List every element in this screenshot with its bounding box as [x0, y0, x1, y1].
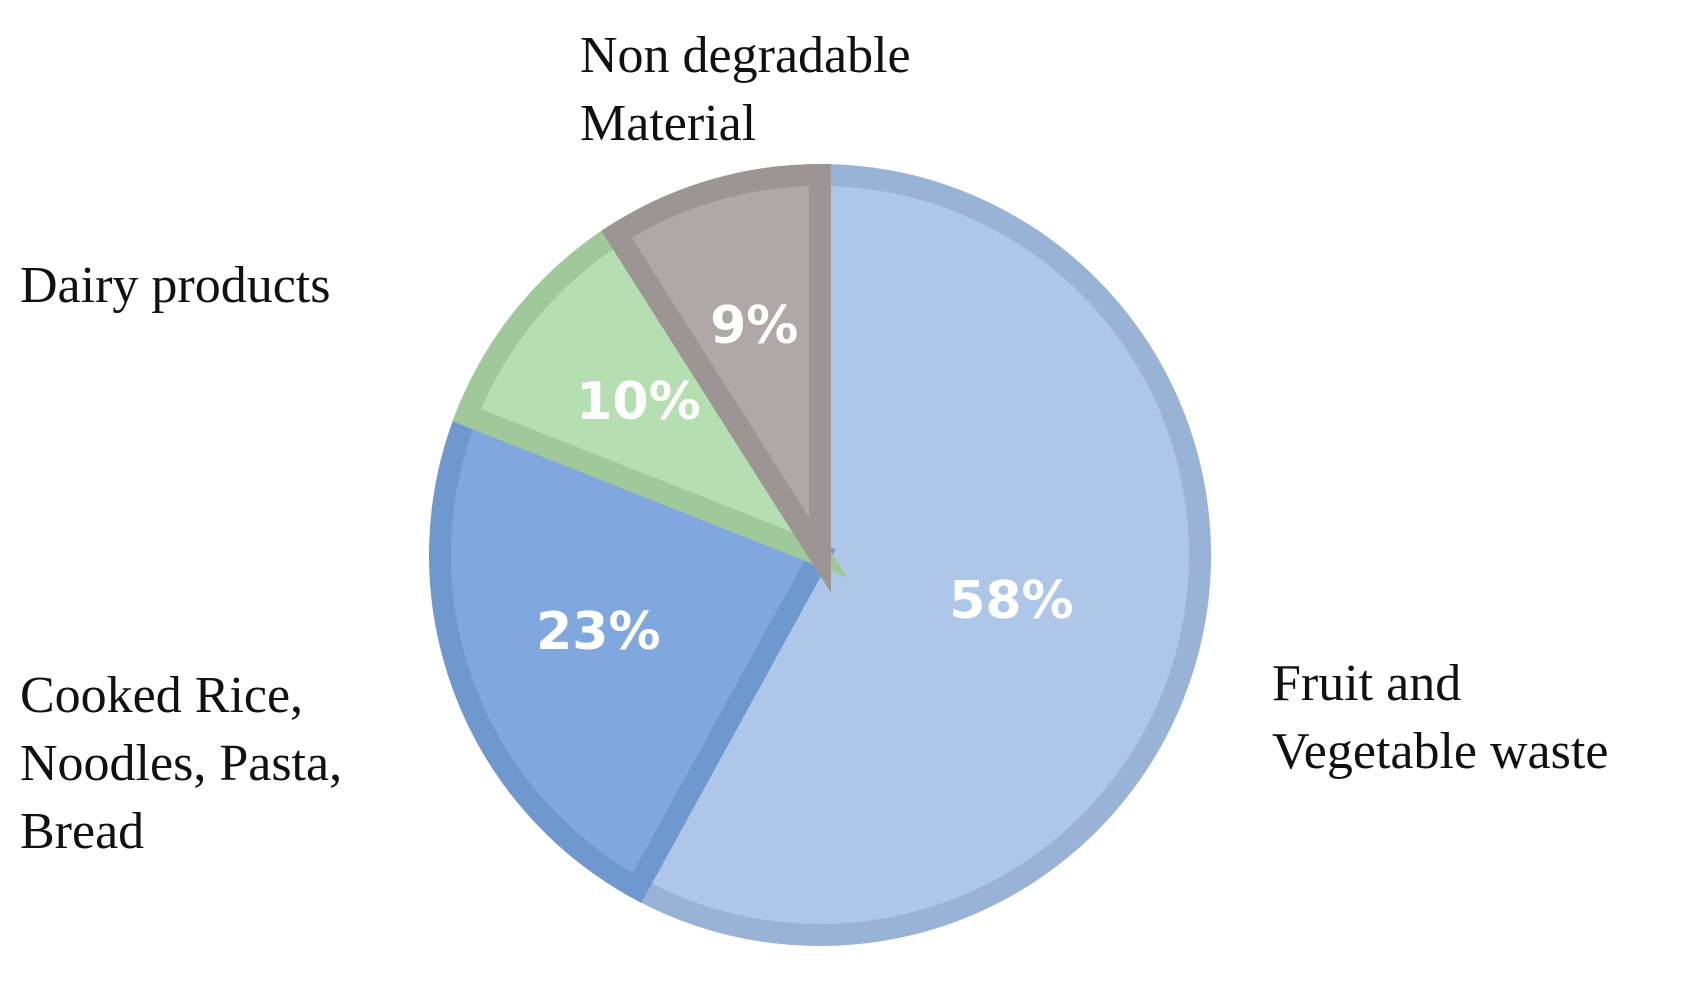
pct-label-cooked-rice-noodles-pasta-bread: 23%: [536, 602, 660, 662]
pie-slices: [429, 163, 1211, 946]
percentage-labels: 58% 23% 10%9%: [536, 296, 1074, 662]
category-label-fruit-and-vegetable-waste: Fruit and Vegetable waste: [1272, 655, 1608, 780]
pie-slice-dairy-products: [452, 218, 848, 578]
category-label-dairy-products: Dairy products: [20, 257, 330, 314]
pct-label-dairy-products: 10%: [576, 372, 700, 432]
category-label-line: Material: [580, 95, 756, 152]
pie-slice-non-degradable-material: [601, 163, 831, 593]
category-label-line: Cooked Rice,: [20, 667, 303, 724]
category-labels: Fruit and Vegetable waste Cooked Rice, Nood…: [20, 27, 1608, 860]
category-label-line: Fruit and: [1272, 655, 1461, 712]
pie-slice-fruit-and-vegetable-waste: [621, 163, 1211, 946]
category-label-line: Non degradable: [580, 27, 911, 84]
category-label-line: Noodles, Pasta,: [20, 735, 342, 792]
pie-slice-cooked-rice-noodles-pasta-bread: [429, 400, 836, 903]
category-label-cooked-rice-noodles-pasta-bread: Cooked Rice, Noodles, Pasta, Bread: [20, 667, 342, 860]
category-label-line: Dairy products: [20, 257, 330, 314]
category-label-non-degradable-material: Non degradable Material: [580, 27, 911, 152]
category-label-line: Vegetable waste: [1272, 723, 1608, 780]
pct-label-non-degradable-material: 9%: [710, 296, 798, 356]
pct-label-fruit-and-vegetable-waste: 58%: [949, 571, 1073, 631]
category-label-line: Bread: [20, 803, 144, 860]
